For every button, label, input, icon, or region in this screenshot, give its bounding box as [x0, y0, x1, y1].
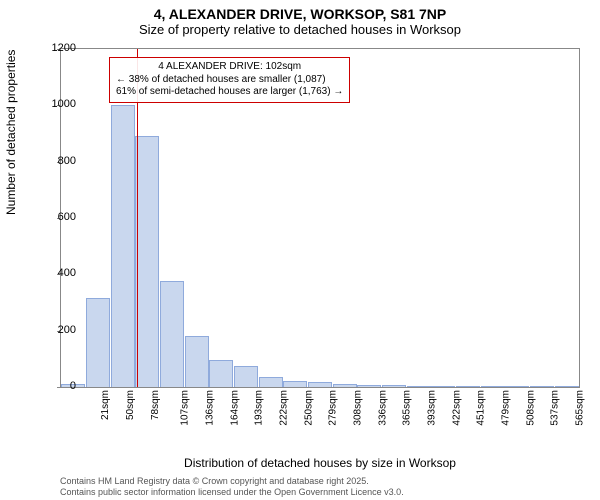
chart-title: 4, ALEXANDER DRIVE, WORKSOP, S81 7NP: [0, 0, 600, 22]
bar: [382, 385, 406, 387]
x-tick-label: 164sqm: [229, 390, 240, 426]
bar: [481, 386, 505, 387]
x-tick-label: 336sqm: [377, 390, 388, 426]
bar: [283, 381, 307, 387]
x-tick-label: 21sqm: [100, 390, 111, 420]
x-tick-label: 422sqm: [451, 390, 462, 426]
x-tick-label: 107sqm: [180, 390, 191, 426]
x-tick-label: 193sqm: [254, 390, 265, 426]
x-tick-label: 365sqm: [402, 390, 413, 426]
bar: [505, 386, 529, 387]
chart-container: 4, ALEXANDER DRIVE, WORKSOP, S81 7NP Siz…: [0, 0, 600, 500]
x-tick-label: 537sqm: [550, 390, 561, 426]
footer: Contains HM Land Registry data © Crown c…: [60, 476, 404, 498]
bar: [333, 384, 357, 387]
footer-line1: Contains HM Land Registry data © Crown c…: [60, 476, 404, 487]
bar: [555, 386, 579, 387]
x-tick-label: 50sqm: [125, 390, 136, 420]
y-tick-label: 1200: [36, 42, 76, 54]
x-tick-label: 136sqm: [205, 390, 216, 426]
bar: [530, 386, 554, 387]
y-tick-label: 0: [36, 380, 76, 392]
y-tick-label: 1000: [36, 98, 76, 110]
x-tick-label: 308sqm: [353, 390, 364, 426]
x-tick-label: 393sqm: [427, 390, 438, 426]
y-tick-label: 400: [36, 267, 76, 279]
y-tick-label: 200: [36, 324, 76, 336]
bar: [185, 336, 209, 387]
x-tick-label: 250sqm: [303, 390, 314, 426]
chart-subtitle: Size of property relative to detached ho…: [0, 22, 600, 41]
x-tick-label: 508sqm: [525, 390, 536, 426]
y-tick-label: 600: [36, 211, 76, 223]
x-tick-label: 78sqm: [150, 390, 161, 420]
bar: [308, 382, 332, 387]
bar: [456, 386, 480, 387]
bar: [234, 366, 258, 387]
annotation-box: 4 ALEXANDER DRIVE: 102sqm ← 38% of detac…: [109, 57, 350, 103]
bar: [357, 385, 381, 387]
x-tick-label: 451sqm: [476, 390, 487, 426]
bar: [111, 105, 135, 387]
x-tick-label: 479sqm: [501, 390, 512, 426]
y-tick-label: 800: [36, 155, 76, 167]
y-axis-label: Number of detached properties: [4, 50, 18, 215]
bar: [259, 377, 283, 387]
bar: [135, 136, 159, 387]
x-tick-label: 565sqm: [575, 390, 586, 426]
footer-line2: Contains public sector information licen…: [60, 487, 404, 498]
annotation-line1: 4 ALEXANDER DRIVE: 102sqm: [116, 61, 343, 74]
bar: [160, 281, 184, 387]
bar: [431, 386, 455, 387]
plot-area: 4 ALEXANDER DRIVE: 102sqm ← 38% of detac…: [60, 48, 580, 388]
x-tick-label: 222sqm: [279, 390, 290, 426]
x-tick-label: 279sqm: [328, 390, 339, 426]
bar: [209, 360, 233, 387]
bar: [86, 298, 110, 387]
x-axis-label: Distribution of detached houses by size …: [60, 456, 580, 470]
bar: [407, 386, 431, 387]
annotation-line3: 61% of semi-detached houses are larger (…: [116, 86, 343, 99]
annotation-line2: ← 38% of detached houses are smaller (1,…: [116, 74, 343, 87]
